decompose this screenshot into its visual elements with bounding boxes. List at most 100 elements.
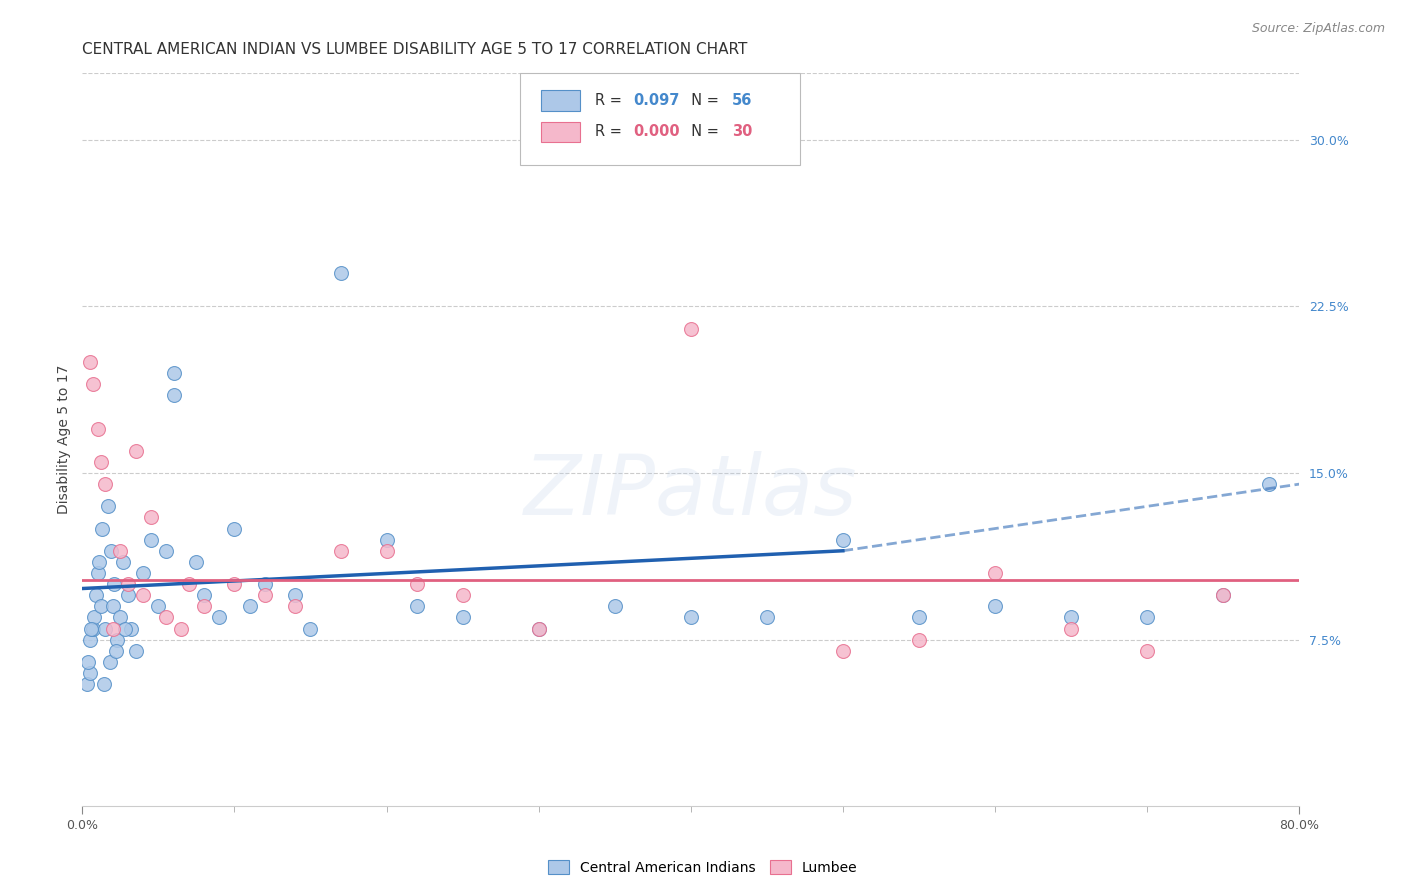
Point xyxy=(1060,610,1083,624)
Point xyxy=(329,266,352,280)
Point xyxy=(908,610,931,624)
Point xyxy=(193,588,215,602)
Legend: Central American Indians, Lumbee: Central American Indians, Lumbee xyxy=(543,855,863,880)
Point xyxy=(103,577,125,591)
Point xyxy=(984,566,1007,580)
Text: 30: 30 xyxy=(733,124,752,139)
Point xyxy=(186,555,208,569)
Point xyxy=(100,543,122,558)
Point xyxy=(77,655,100,669)
Point xyxy=(162,366,184,380)
Point xyxy=(406,599,429,614)
Text: 56: 56 xyxy=(733,93,752,108)
Point xyxy=(162,388,184,402)
Point xyxy=(679,321,702,335)
Point xyxy=(603,599,626,614)
Point xyxy=(253,577,276,591)
Point xyxy=(105,632,128,647)
Text: CENTRAL AMERICAN INDIAN VS LUMBEE DISABILITY AGE 5 TO 17 CORRELATION CHART: CENTRAL AMERICAN INDIAN VS LUMBEE DISABI… xyxy=(83,42,748,57)
Point xyxy=(82,622,104,636)
Point xyxy=(253,588,276,602)
Point xyxy=(1060,622,1083,636)
Point xyxy=(97,500,120,514)
Point xyxy=(79,665,101,680)
Point xyxy=(110,610,132,624)
Text: 0.097: 0.097 xyxy=(634,93,681,108)
Point xyxy=(1257,477,1279,491)
Text: Source: ZipAtlas.com: Source: ZipAtlas.com xyxy=(1251,22,1385,36)
Point xyxy=(124,644,146,658)
Point xyxy=(79,355,101,369)
Point xyxy=(117,577,139,591)
Point xyxy=(132,588,155,602)
Point xyxy=(86,421,108,435)
Point xyxy=(239,599,262,614)
Point xyxy=(114,622,136,636)
Text: ZIPatlas: ZIPatlas xyxy=(524,450,858,532)
Point xyxy=(831,644,853,658)
Point xyxy=(112,555,135,569)
Point xyxy=(177,577,200,591)
Point xyxy=(139,510,162,524)
Point xyxy=(375,533,398,547)
Point xyxy=(984,599,1007,614)
Point xyxy=(94,622,117,636)
Point xyxy=(155,610,177,624)
Point xyxy=(87,555,110,569)
FancyBboxPatch shape xyxy=(541,90,581,111)
Point xyxy=(284,599,307,614)
Point xyxy=(84,588,107,602)
Point xyxy=(155,543,177,558)
Text: N =: N = xyxy=(682,124,724,139)
Point xyxy=(224,577,246,591)
Point xyxy=(101,622,124,636)
Point xyxy=(329,543,352,558)
Point xyxy=(224,522,246,536)
Point xyxy=(120,622,142,636)
Point xyxy=(679,610,702,624)
Point xyxy=(284,588,307,602)
Point xyxy=(90,455,112,469)
Text: R =: R = xyxy=(595,124,626,139)
Text: N =: N = xyxy=(682,93,724,108)
Point xyxy=(527,622,550,636)
Point xyxy=(451,588,474,602)
Point xyxy=(86,566,108,580)
Point xyxy=(1136,644,1159,658)
Point xyxy=(148,599,170,614)
Y-axis label: Disability Age 5 to 17: Disability Age 5 to 17 xyxy=(58,365,72,515)
Point xyxy=(375,543,398,558)
Point xyxy=(299,622,322,636)
Point xyxy=(98,655,121,669)
Point xyxy=(83,610,105,624)
Point xyxy=(80,622,103,636)
Point xyxy=(1212,588,1234,602)
Point xyxy=(132,566,155,580)
Point xyxy=(139,533,162,547)
Point xyxy=(82,377,104,392)
Point xyxy=(93,677,115,691)
Point xyxy=(1136,610,1159,624)
Point xyxy=(76,677,98,691)
Point xyxy=(170,622,193,636)
Point xyxy=(908,632,931,647)
Point xyxy=(94,477,117,491)
Point xyxy=(117,588,139,602)
Point xyxy=(831,533,853,547)
Point xyxy=(755,610,778,624)
Text: R =: R = xyxy=(595,93,626,108)
Point xyxy=(193,599,215,614)
Point xyxy=(101,599,124,614)
Point xyxy=(406,577,429,591)
Point xyxy=(90,599,112,614)
FancyBboxPatch shape xyxy=(541,121,581,142)
Text: 0.000: 0.000 xyxy=(634,124,681,139)
Point xyxy=(124,443,146,458)
Point xyxy=(451,610,474,624)
Point xyxy=(91,522,114,536)
Point xyxy=(104,644,127,658)
Point xyxy=(110,543,132,558)
Point xyxy=(79,632,101,647)
FancyBboxPatch shape xyxy=(520,73,800,165)
Point xyxy=(527,622,550,636)
